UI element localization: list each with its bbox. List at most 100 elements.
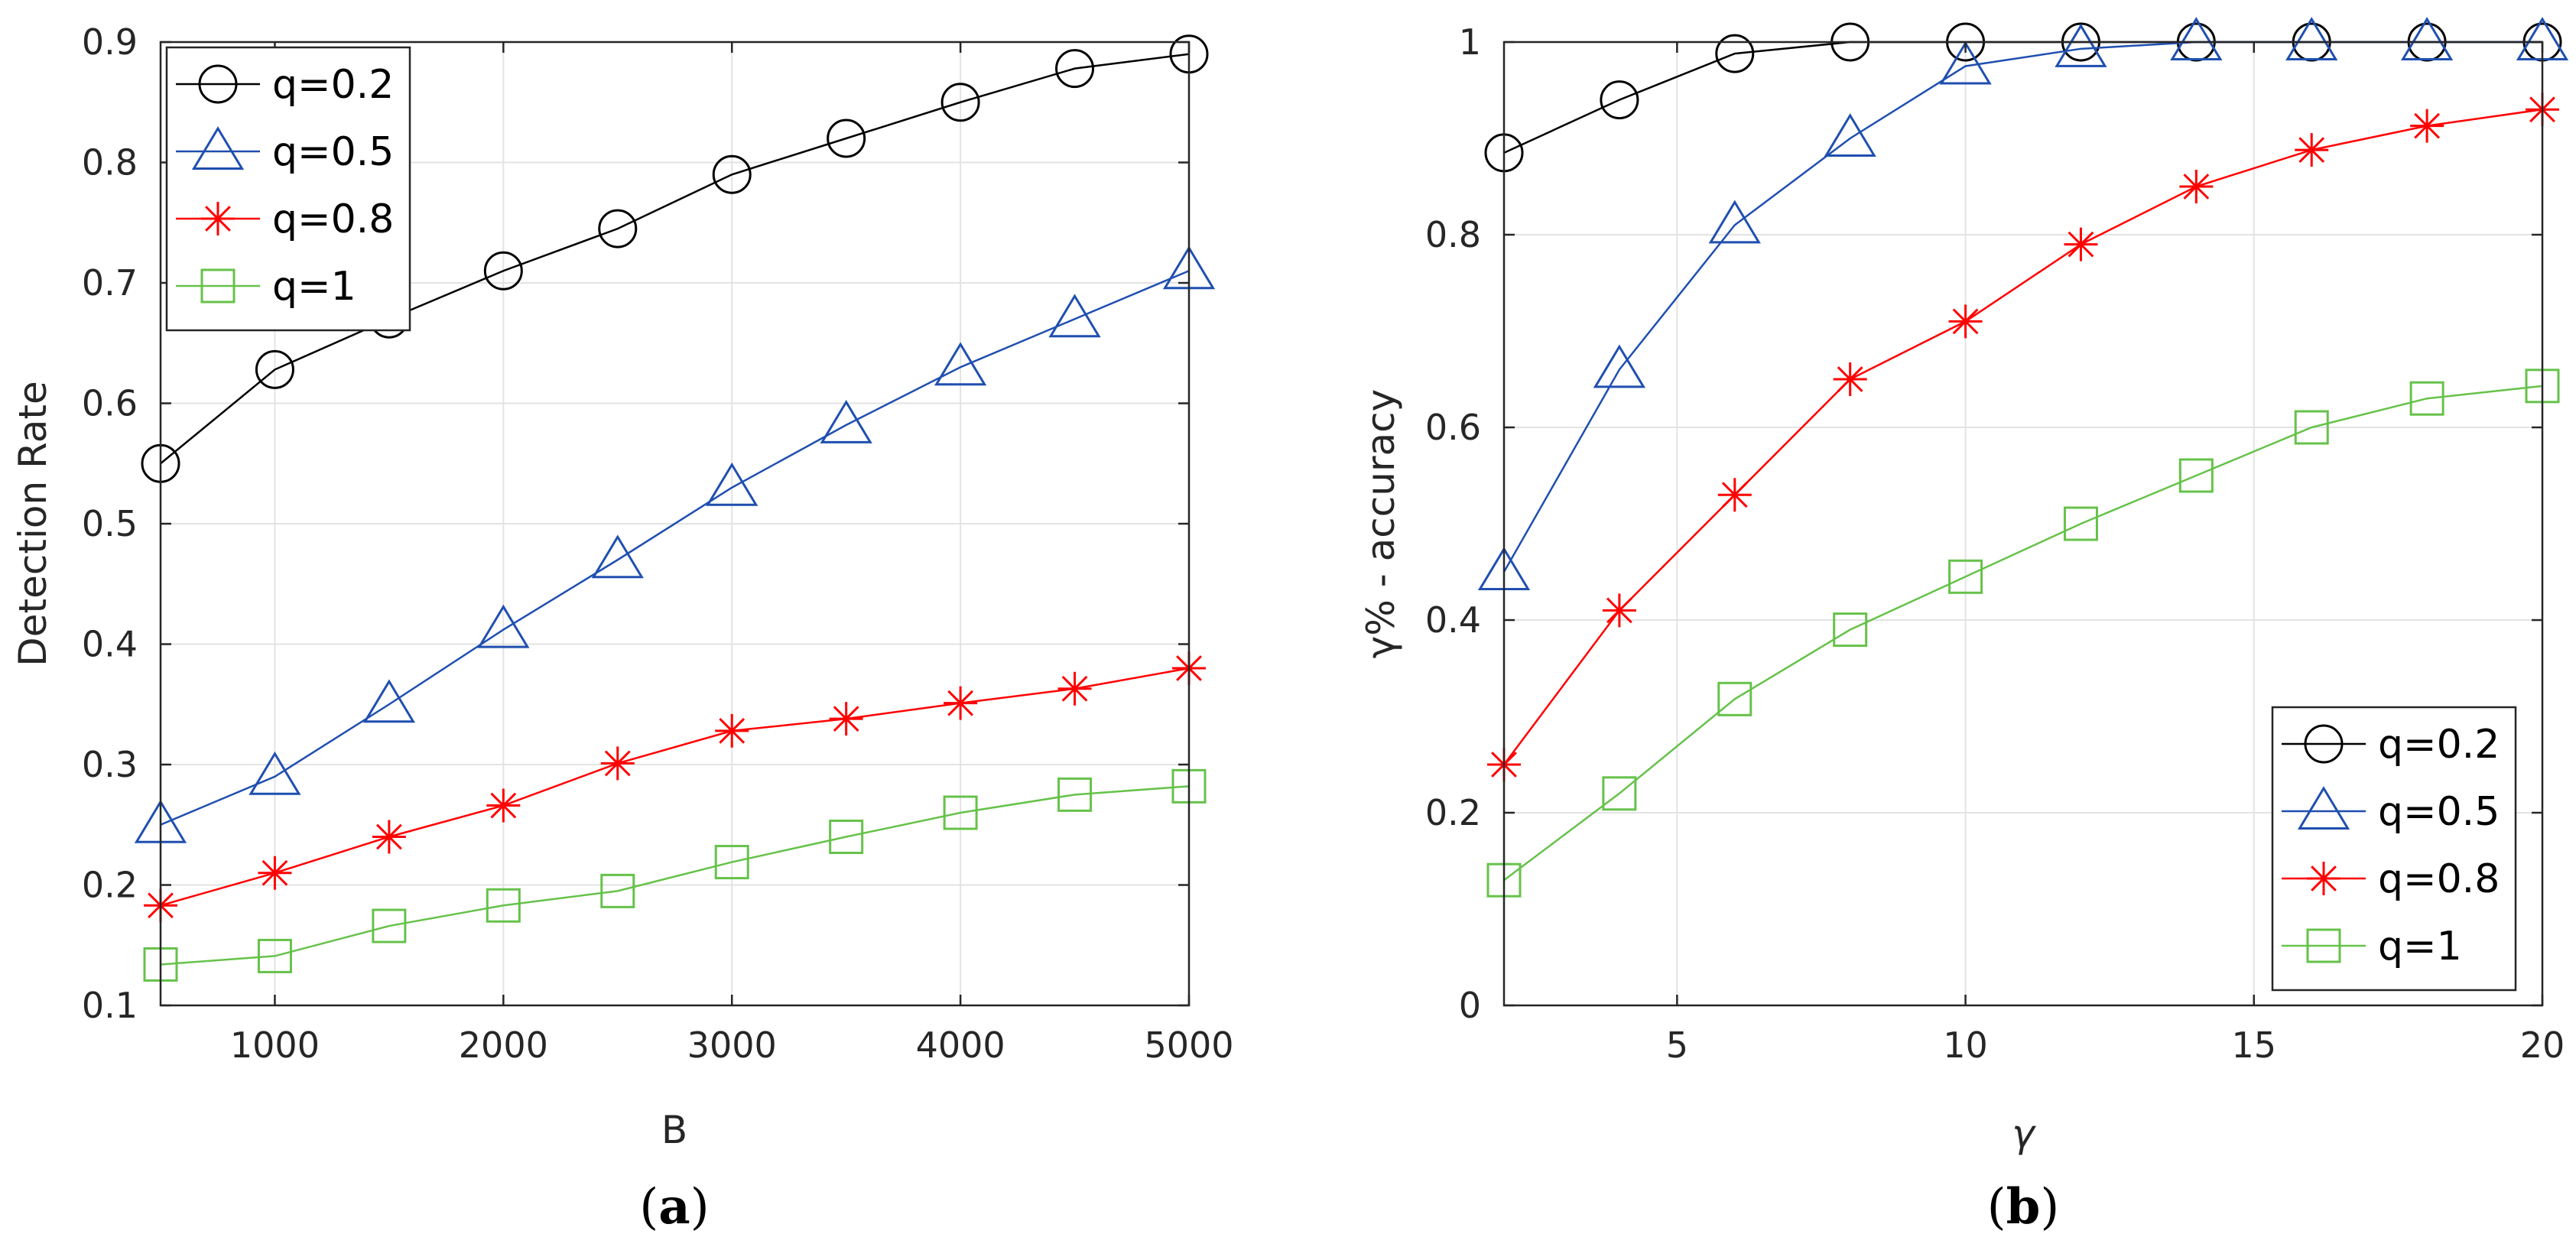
chart-a-series-line <box>160 667 1190 907</box>
chart-a-xtick-label: 1000 <box>230 1025 320 1066</box>
chart-b-point <box>1708 200 1761 244</box>
chart-b-xtick-label: 20 <box>2520 1025 2565 1066</box>
chart-b-xtick-label: 15 <box>2232 1025 2277 1066</box>
chart-b-ticks: 5 10 15 20 0 0.2 0.4 0.6 0.8 1 <box>1425 21 2565 1066</box>
chart-a-point <box>1057 671 1092 706</box>
chart-a-point <box>486 788 521 823</box>
chart-a-point <box>249 751 301 795</box>
chart-a-point <box>600 746 635 781</box>
chart-a-point <box>372 908 407 943</box>
chart-b-point <box>1939 41 1992 85</box>
chart-b-point <box>2410 109 2444 143</box>
chart-a-legend-box <box>165 46 411 332</box>
chart-b-ytick-label: 0.8 <box>1425 214 1481 255</box>
chart-b-point <box>1948 559 1983 594</box>
chart-b-legend-label: q=0.2 <box>2378 722 2500 768</box>
chart-b-ytick-label: 0.6 <box>1425 407 1481 448</box>
chart-a: 1000 2000 3000 4000 5000 0.1 0.2 0.3 0.4 0.5 0.6 0.… <box>11 21 1234 1236</box>
chart-a-legend-item: q=1 <box>176 264 356 310</box>
chart-a-xtick-label: 2000 <box>459 1025 548 1066</box>
chart-a-series-line <box>160 270 1190 826</box>
chart-b-point <box>2064 227 2098 261</box>
chart-a-point <box>827 119 866 158</box>
chart-b-legend-item: q=0.8 <box>2282 856 2500 902</box>
chart-a-legend-item: q=0.2 <box>176 62 394 108</box>
chart-a-xtick-label: 3000 <box>687 1025 777 1066</box>
chart-b-point <box>2179 170 2214 203</box>
chart-b-series-line <box>1502 108 2543 765</box>
chart-b-point <box>1593 344 1646 388</box>
chart-b-xtick-label: 5 <box>1666 1025 1688 1066</box>
chart-b-legend-marker <box>2307 862 2340 895</box>
chart-a-point <box>934 342 987 386</box>
chart-b-legend-label: q=1 <box>2378 924 2462 969</box>
chart-a-ytick-label: 0.7 <box>82 262 138 304</box>
chart-a-point <box>257 938 292 973</box>
chart-b-legend-item: q=1 <box>2282 924 2462 969</box>
chart-a-legend-marker <box>201 202 235 235</box>
chart-b-point <box>2055 23 2107 67</box>
chart-a-point <box>715 713 749 748</box>
chart-b: 5 10 15 20 0 0.2 0.4 0.6 0.8 1 γ γ% - accuracy q=… <box>1359 17 2569 1236</box>
chart-b-legend-item: q=0.5 <box>2282 786 2500 835</box>
chart-a-point <box>943 795 978 830</box>
chart-a-point <box>372 820 406 854</box>
chart-b-point <box>2295 133 2329 167</box>
chart-b-caption-letter: b <box>2006 1178 2041 1236</box>
chart-b-series-3 <box>1487 93 2559 781</box>
chart-a-point <box>362 679 416 723</box>
chart-a-legend-label: q=0.5 <box>272 129 394 175</box>
chart-b-legend-label: q=0.5 <box>2378 789 2500 835</box>
chart-b-ylabel: γ% - accuracy <box>1359 389 1403 659</box>
chart-b-ytick-label: 0.2 <box>1425 792 1481 833</box>
chart-b-point <box>1602 776 1637 811</box>
chart-a-point <box>591 534 644 579</box>
chart-b-caption: (b) <box>1987 1178 2060 1236</box>
chart-b-series <box>1477 17 2569 898</box>
chart-b-point <box>2178 458 2214 493</box>
chart-a-ytick-label: 0.3 <box>82 744 138 785</box>
chart-a-series-4 <box>143 768 1207 982</box>
chart-a-point <box>714 845 749 880</box>
chart-a-ylabel: Detection Rate <box>11 381 55 666</box>
chart-b-point <box>2294 410 2329 445</box>
chart-a-point <box>486 888 521 923</box>
chart-a-xtick-label: 4000 <box>916 1025 1005 1066</box>
chart-a-legend-label: q=1 <box>272 264 356 310</box>
chart-a-ytick-label: 0.1 <box>82 985 138 1026</box>
chart-b-series-1 <box>1484 22 2562 173</box>
chart-a-legend: q=0.2 q=0.5 q=0.8 q=1 <box>165 46 411 332</box>
chart-a-point <box>1057 777 1093 812</box>
chart-a-ytick-label: 0.6 <box>82 383 138 424</box>
chart-b-point <box>1833 612 1868 648</box>
chart-a-ytick-label: 0.4 <box>82 624 138 665</box>
chart-a-xtick-label: 5000 <box>1144 1025 1233 1066</box>
chart-b-legend-marker <box>2297 786 2350 830</box>
chart-a-legend-label: q=0.8 <box>272 196 394 242</box>
chart-a-series-line <box>160 53 1190 465</box>
chart-a-legend-marker <box>200 268 236 304</box>
chart-b-ytick-label: 1 <box>1459 21 1481 63</box>
chart-a-point <box>829 820 864 854</box>
chart-b-point <box>2409 381 2444 416</box>
chart-a-point <box>944 686 978 720</box>
chart-a-point <box>258 856 292 890</box>
chart-b-point <box>1717 478 1752 512</box>
chart-b-point <box>1600 80 1639 120</box>
chart-b-xtick-label: 10 <box>1943 1025 1988 1066</box>
chart-a-series-1 <box>141 34 1209 483</box>
chart-b-legend-item: q=0.2 <box>2282 722 2500 768</box>
chart-b-point <box>1717 681 1753 716</box>
chart-a-legend-item: q=0.8 <box>176 196 394 242</box>
chart-a-point <box>706 462 759 506</box>
chart-a-xlabel: B <box>661 1108 687 1152</box>
chart-a-series-2 <box>134 245 1216 843</box>
chart-a-point <box>712 154 752 194</box>
chart-a-point <box>1055 49 1095 89</box>
chart-b-xlabel: γ <box>2012 1112 2036 1156</box>
chart-a-caption: (a) <box>639 1178 709 1236</box>
chart-b-point <box>1602 593 1636 628</box>
chart-b-frame <box>1502 41 2544 1007</box>
chart-a-legend-label: q=0.2 <box>272 62 394 108</box>
chart-a-series-3 <box>144 651 1206 923</box>
